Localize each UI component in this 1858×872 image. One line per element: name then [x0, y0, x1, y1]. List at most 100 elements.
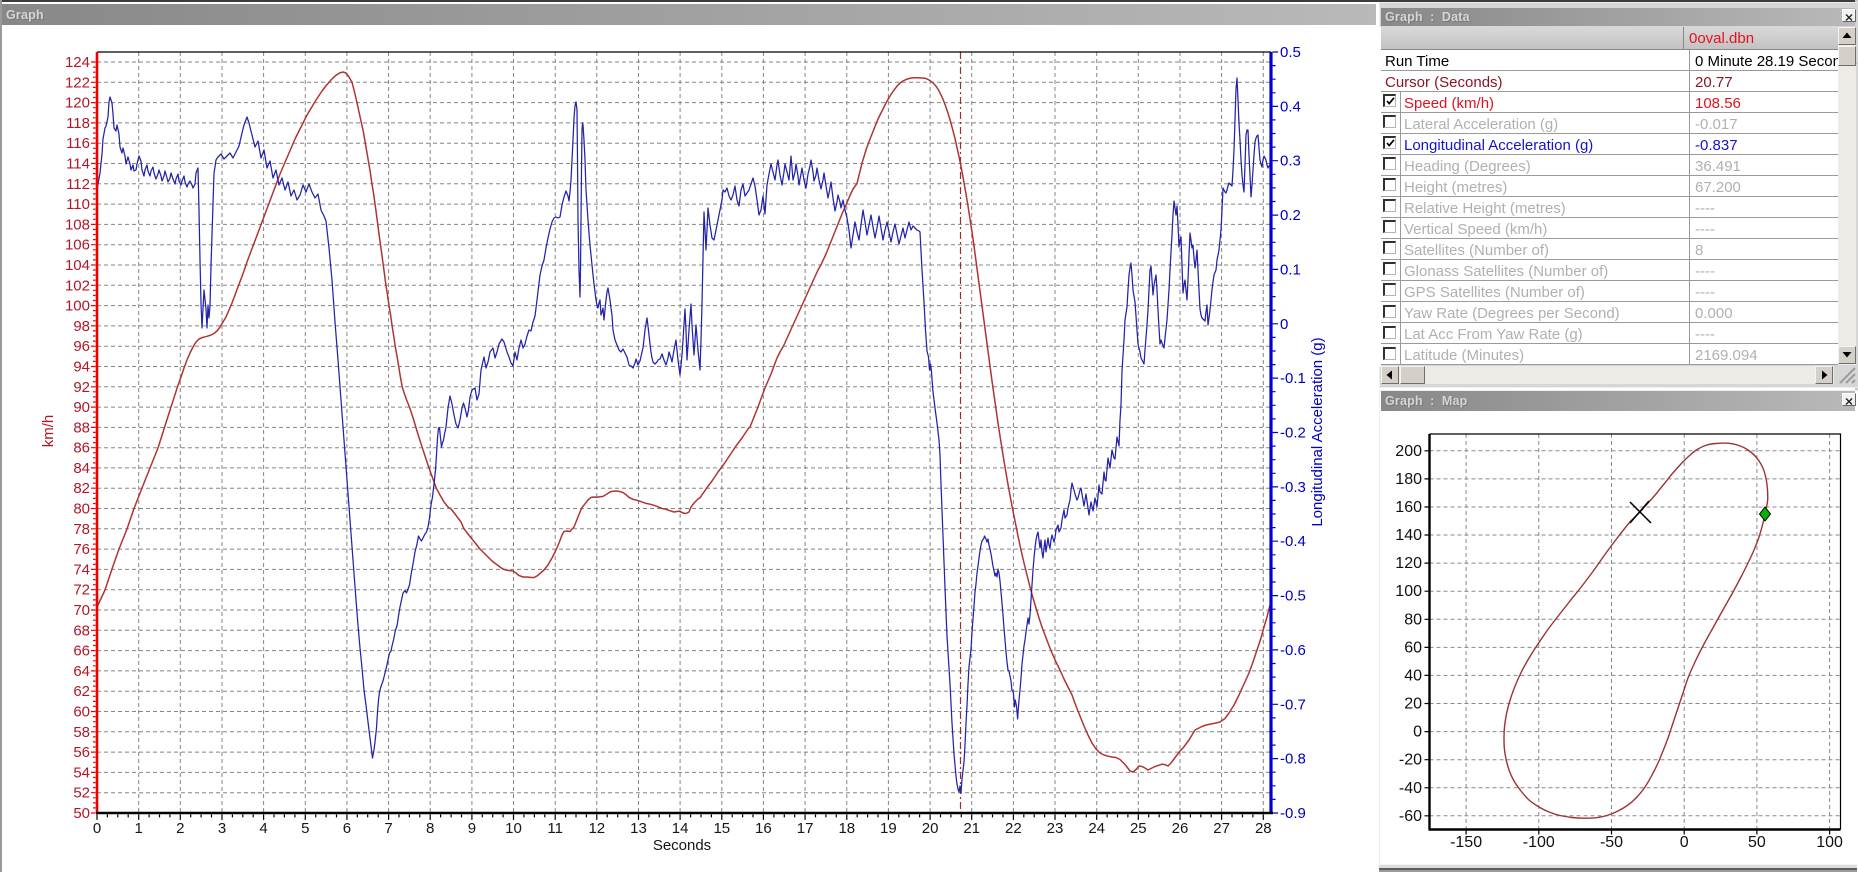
svg-text:-40: -40 [1399, 780, 1422, 797]
svg-text:120: 120 [1395, 555, 1422, 572]
svg-text:98: 98 [73, 318, 90, 335]
svg-text:66: 66 [73, 643, 90, 660]
svg-text:3: 3 [218, 820, 226, 837]
svg-text:54: 54 [73, 764, 90, 781]
svg-text:114: 114 [66, 156, 90, 173]
svg-text:-0.4: -0.4 [1280, 533, 1306, 550]
svg-text:-0.2: -0.2 [1280, 425, 1306, 442]
svg-text:108: 108 [65, 216, 90, 233]
svg-text:km/h: km/h [40, 415, 57, 448]
svg-text:116: 116 [66, 135, 90, 152]
svg-text:96: 96 [73, 338, 90, 355]
svg-text:10: 10 [505, 820, 522, 837]
svg-text:0.3: 0.3 [1280, 153, 1301, 170]
svg-text:80: 80 [73, 501, 90, 518]
svg-text:94: 94 [73, 359, 90, 376]
svg-text:20: 20 [1404, 696, 1422, 713]
svg-text:-150: -150 [1450, 834, 1482, 851]
svg-text:24: 24 [1088, 820, 1105, 837]
svg-text:200: 200 [1395, 443, 1422, 460]
svg-text:74: 74 [73, 561, 90, 578]
svg-text:124: 124 [65, 54, 90, 71]
svg-text:-0.6: -0.6 [1280, 642, 1306, 659]
svg-text:0: 0 [1413, 724, 1422, 741]
svg-text:104: 104 [65, 257, 90, 274]
svg-text:92: 92 [73, 379, 90, 396]
svg-text:8: 8 [426, 820, 434, 837]
svg-text:122: 122 [65, 74, 90, 91]
svg-text:120: 120 [65, 95, 90, 112]
svg-text:18: 18 [838, 820, 855, 837]
svg-text:17: 17 [797, 820, 814, 837]
svg-text:102: 102 [65, 277, 90, 294]
svg-text:-0.9: -0.9 [1280, 805, 1306, 822]
svg-text:78: 78 [73, 521, 90, 538]
svg-text:4: 4 [259, 820, 267, 837]
svg-text:40: 40 [1404, 667, 1422, 684]
svg-text:76: 76 [73, 541, 90, 558]
svg-text:12: 12 [588, 820, 605, 837]
svg-text:20: 20 [922, 820, 939, 837]
svg-text:100: 100 [65, 298, 90, 315]
svg-text:-60: -60 [1399, 808, 1422, 825]
svg-text:16: 16 [755, 820, 772, 837]
svg-text:58: 58 [73, 724, 90, 741]
svg-text:6: 6 [343, 820, 351, 837]
svg-text:-0.5: -0.5 [1280, 588, 1306, 605]
svg-text:7: 7 [384, 820, 392, 837]
svg-text:-20: -20 [1399, 752, 1422, 769]
svg-text:-50: -50 [1600, 834, 1623, 851]
svg-text:13: 13 [630, 820, 647, 837]
svg-text:21: 21 [963, 820, 980, 837]
svg-text:82: 82 [73, 480, 90, 497]
svg-text:70: 70 [73, 602, 90, 619]
svg-text:86: 86 [73, 440, 90, 457]
svg-text:28: 28 [1255, 820, 1272, 837]
svg-text:112: 112 [66, 176, 90, 193]
svg-text:-0.8: -0.8 [1280, 751, 1306, 768]
svg-text:68: 68 [73, 622, 90, 639]
svg-text:50: 50 [1748, 834, 1766, 851]
svg-text:Seconds: Seconds [653, 837, 711, 854]
svg-text:0.5: 0.5 [1280, 44, 1301, 61]
svg-text:0.1: 0.1 [1280, 261, 1301, 278]
svg-text:64: 64 [73, 663, 90, 680]
svg-text:84: 84 [73, 460, 90, 477]
svg-text:25: 25 [1130, 820, 1147, 837]
svg-text:110: 110 [66, 196, 90, 213]
svg-text:14: 14 [672, 820, 689, 837]
svg-text:56: 56 [73, 744, 90, 761]
svg-text:19: 19 [880, 820, 897, 837]
svg-text:60: 60 [1404, 639, 1422, 656]
svg-text:180: 180 [1395, 471, 1422, 488]
svg-text:11: 11 [547, 820, 563, 837]
svg-text:52: 52 [73, 785, 90, 802]
svg-text:72: 72 [73, 582, 90, 599]
svg-text:0: 0 [93, 820, 101, 837]
svg-text:-0.3: -0.3 [1280, 479, 1306, 496]
svg-text:0: 0 [1680, 834, 1689, 851]
svg-text:-100: -100 [1523, 834, 1555, 851]
svg-text:1: 1 [135, 820, 143, 837]
svg-text:9: 9 [468, 820, 476, 837]
svg-text:62: 62 [73, 683, 90, 700]
svg-text:100: 100 [1816, 834, 1843, 851]
svg-text:0.4: 0.4 [1280, 98, 1301, 115]
svg-text:100: 100 [1395, 583, 1422, 600]
svg-text:160: 160 [1395, 499, 1422, 516]
svg-text:140: 140 [1395, 527, 1422, 544]
svg-text:-0.1: -0.1 [1280, 370, 1306, 387]
svg-text:23: 23 [1047, 820, 1064, 837]
svg-text:118: 118 [66, 115, 90, 132]
svg-text:90: 90 [73, 399, 90, 416]
svg-text:60: 60 [73, 704, 90, 721]
svg-text:27: 27 [1213, 820, 1230, 837]
svg-text:0.2: 0.2 [1280, 207, 1301, 224]
svg-text:22: 22 [1005, 820, 1022, 837]
svg-text:5: 5 [301, 820, 309, 837]
svg-text:26: 26 [1172, 820, 1189, 837]
svg-text:106: 106 [65, 237, 90, 254]
svg-text:-0.7: -0.7 [1280, 696, 1306, 713]
svg-text:88: 88 [73, 419, 90, 436]
svg-text:80: 80 [1404, 611, 1422, 628]
